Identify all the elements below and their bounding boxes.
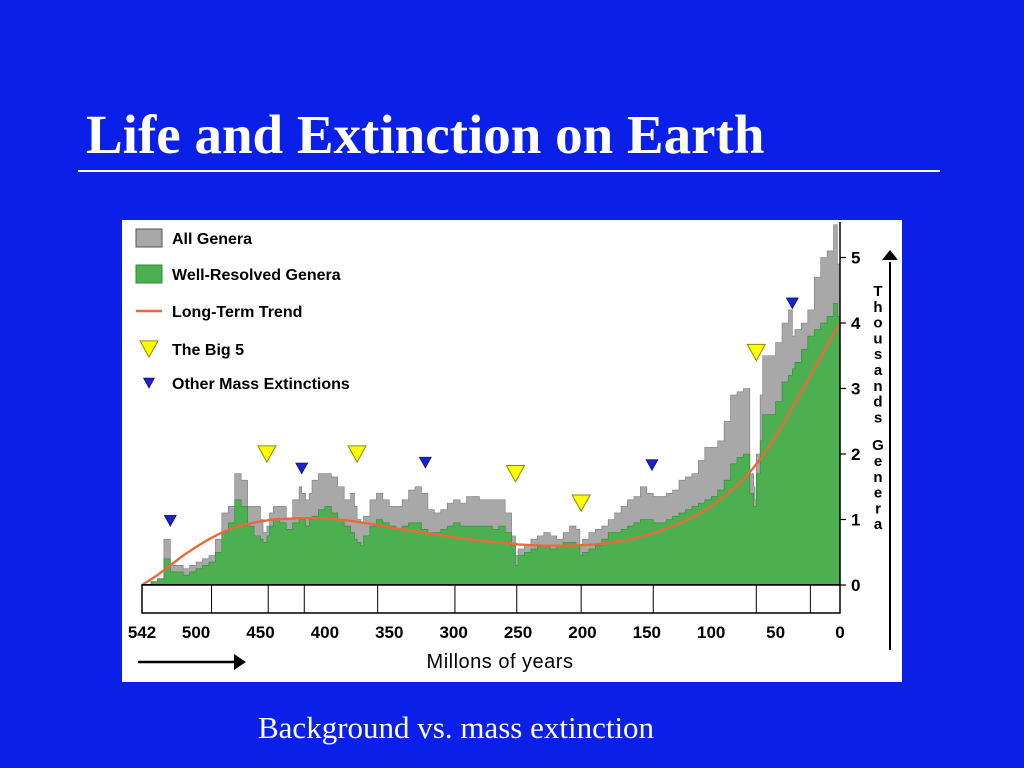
title-divider (78, 170, 940, 172)
y-axis-title-letter: d (873, 394, 882, 411)
big5-marker (571, 494, 591, 513)
green-swatch-icon (135, 264, 163, 284)
y-tick-label: 4 (851, 314, 861, 333)
y-axis-title-letter: r (875, 500, 881, 517)
x-tick-label: 400 (311, 623, 339, 642)
y-axis-title-letter: s (874, 346, 882, 363)
x-tick-label: 100 (697, 623, 725, 642)
y-axis-title-letter: s (874, 409, 882, 426)
y-axis-title-letter: T (873, 283, 882, 300)
y-tick-label: 2 (851, 445, 860, 464)
y-axis-title-letter: e (874, 453, 882, 470)
other-extinction-marker (418, 456, 432, 469)
slide-caption: Background vs. mass extinction (258, 710, 655, 745)
legend-label: All Genera (172, 231, 252, 248)
chart-panel: All Genera Well-Resolved Genera Long-Term … (122, 220, 902, 682)
y-axis-title-letter: h (873, 299, 882, 316)
y-axis-title-letter: n (873, 469, 882, 486)
trend-line (141, 322, 842, 587)
y-axis-title-letter: e (874, 485, 882, 502)
other-extinction-marker (645, 459, 659, 472)
big5-marker (746, 343, 767, 362)
x-tick-label: 250 (504, 623, 532, 642)
x-tick-label: 50 (766, 623, 785, 642)
y-tick-label: 1 (851, 511, 860, 530)
x-tick-label: 450 (246, 623, 274, 642)
big5-marker (257, 445, 277, 464)
extinction-chart: All Genera Well-Resolved Genera Long-Term … (128, 222, 898, 674)
legend-label: The Big 5 (172, 342, 244, 359)
area-layer (142, 224, 841, 586)
trend-layer (141, 322, 842, 587)
axis-labels: 542 500 450 400 350 300 250 200 150 100 50 0012345M… (128, 249, 884, 674)
x-tick-label: 300 (439, 623, 467, 642)
y-axis-title-letter: a (874, 362, 883, 379)
y-axis-title-letter: u (873, 330, 882, 347)
y-axis-title-letter: n (873, 378, 882, 395)
extinction-markers (163, 297, 799, 527)
legend-label: Other Mass Extinctions (172, 376, 350, 393)
legend-label: Well-Resolved Genera (172, 267, 341, 284)
yellow-triangle-icon (139, 340, 159, 359)
blue-triangle-icon (142, 377, 156, 389)
x-tick-label: 542 (128, 623, 156, 642)
big5-marker (505, 465, 526, 483)
y-axis-title-letter: G (872, 437, 884, 454)
legend: All Genera Well-Resolved Genera Long-Term … (135, 228, 350, 393)
all-genera-area (142, 224, 841, 586)
x-tick-label: 500 (182, 623, 210, 642)
x-tick-label: 0 (835, 623, 844, 642)
axes-layer (138, 222, 898, 670)
y-axis-title-letter: a (874, 516, 883, 533)
y-axis-title-letter: o (873, 315, 882, 332)
y-arrow-head (882, 250, 898, 260)
x-tick-label: 350 (375, 623, 403, 642)
legend-label: Long-Term Trend (172, 304, 302, 321)
other-extinction-marker (295, 462, 309, 475)
other-extinction-marker (163, 515, 177, 527)
x-axis-title: Millons of years (427, 651, 574, 673)
x-tick-label: 150 (633, 623, 661, 642)
big5-marker (347, 445, 367, 464)
y-tick-label: 3 (851, 380, 860, 399)
x-tick-label: 200 (568, 623, 596, 642)
x-arrow-head (234, 654, 246, 670)
time-scale-strip (141, 584, 841, 614)
slide-title: Life and Extinction on Earth (86, 104, 765, 165)
y-tick-label: 0 (851, 576, 860, 595)
y-tick-label: 5 (851, 249, 860, 268)
other-extinction-marker (785, 297, 799, 310)
well-resolved-area (142, 303, 841, 586)
grey-swatch-icon (135, 228, 163, 248)
